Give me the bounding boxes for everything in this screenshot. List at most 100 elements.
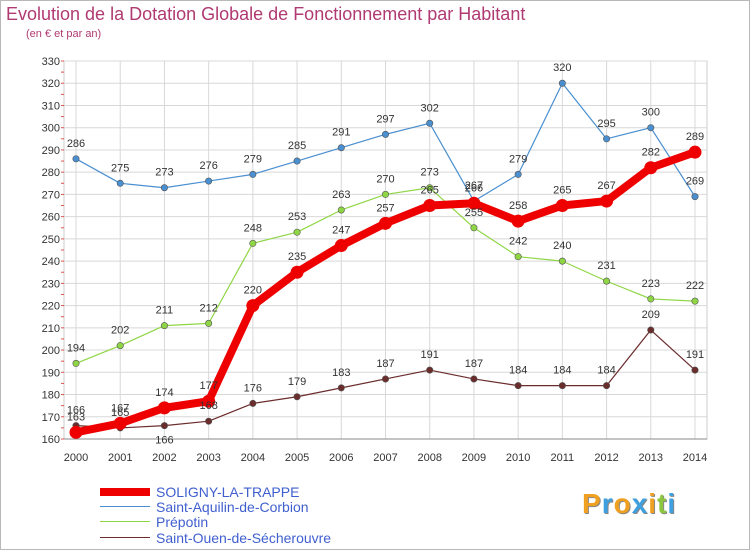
data-point-prepotin (381, 190, 389, 198)
data-label-soligny: 266 (465, 182, 483, 194)
data-point-corbion (205, 177, 213, 185)
logo-letter: i (667, 488, 677, 519)
data-point-prepotin (160, 322, 168, 330)
data-label-soligny: 167 (111, 402, 129, 414)
y-tick-label: 320 (42, 78, 60, 90)
data-label-sechero: 184 (597, 365, 615, 377)
data-point-corbion (381, 130, 389, 138)
data-label-prepotin: 263 (332, 189, 350, 201)
data-point-prepotin (337, 206, 345, 214)
data-point-soligny (511, 214, 525, 228)
data-label-soligny: 174 (155, 387, 173, 399)
y-tick-label: 220 (42, 301, 60, 313)
x-tick-label: 2011 (551, 452, 575, 464)
data-point-sechero (470, 375, 478, 383)
data-point-sechero (647, 326, 655, 334)
data-point-sechero (691, 366, 699, 374)
y-tick-label: 290 (42, 145, 60, 157)
data-label-sechero: 166 (67, 405, 85, 417)
data-point-prepotin (514, 253, 522, 261)
data-point-sechero (381, 375, 389, 383)
data-label-sechero: 191 (686, 349, 704, 361)
x-tick-label: 2002 (152, 452, 176, 464)
legend-label-prepotin: Prépotin (156, 514, 209, 530)
data-label-prepotin: 253 (288, 211, 306, 223)
y-tick-label: 250 (42, 234, 60, 246)
data-label-soligny: 235 (288, 251, 306, 263)
x-tick-label: 2012 (594, 452, 618, 464)
logo-letter: i (648, 488, 658, 519)
data-label-prepotin: 202 (111, 325, 129, 337)
data-label-sechero: 209 (642, 309, 660, 321)
data-label-sechero: 187 (376, 358, 394, 370)
y-tick-label: 170 (42, 412, 60, 424)
x-tick-label: 2006 (329, 452, 353, 464)
x-tick-label: 2004 (241, 452, 265, 464)
data-label-corbion: 279 (244, 153, 262, 165)
axis-layer: 160 170 180 190 200 210 220 230 240 250 260 270 280 2… (42, 56, 708, 464)
data-label-sechero: 165 (111, 407, 129, 419)
proxiti-logo: Proxiti (582, 488, 676, 520)
data-point-soligny (688, 145, 702, 159)
y-tick-label: 190 (42, 367, 60, 379)
data-point-sechero (249, 399, 257, 407)
legend-swatch-sechero (100, 537, 150, 538)
legend-label-sechero: Saint-Ouen-de-Sécherouvre (156, 530, 332, 546)
data-point-prepotin (691, 297, 699, 305)
data-point-soligny (157, 401, 171, 415)
data-label-corbion: 267 (465, 180, 483, 192)
series-layer (69, 79, 702, 439)
legend-item-prepotin: Prépotin (100, 514, 420, 530)
data-point-soligny (555, 199, 569, 213)
data-label-prepotin: 212 (199, 302, 217, 314)
data-label-sechero: 187 (465, 358, 483, 370)
data-point-corbion (116, 179, 124, 187)
data-label-prepotin: 242 (509, 236, 527, 248)
data-label-layer: 163 167 174 177 220 235 247 257 265 266 258 265 267 2… (67, 62, 704, 446)
y-tick-label: 310 (42, 100, 60, 112)
x-tick-label: 2014 (683, 452, 707, 464)
data-point-prepotin (293, 228, 301, 236)
data-label-corbion: 269 (686, 176, 704, 188)
y-tick-label: 330 (42, 56, 60, 68)
data-label-corbion: 300 (642, 107, 660, 119)
data-point-sechero (160, 422, 168, 430)
data-label-sechero: 183 (332, 367, 350, 379)
legend-swatch-soligny (100, 488, 150, 496)
data-point-prepotin (72, 359, 80, 367)
data-point-prepotin (647, 295, 655, 303)
data-label-corbion: 275 (111, 162, 129, 174)
data-point-soligny (246, 299, 260, 313)
legend-item-sechero: Saint-Ouen-de-Sécherouvre (100, 530, 420, 546)
data-point-corbion (72, 155, 80, 163)
data-point-corbion (647, 124, 655, 132)
data-point-corbion (603, 135, 611, 143)
legend-swatch-prepotin (100, 521, 150, 522)
data-label-sechero: 184 (509, 365, 527, 377)
data-point-sechero (603, 382, 611, 390)
data-label-soligny: 163 (67, 411, 85, 423)
legend-swatch-corbion (100, 506, 150, 507)
data-label-corbion: 297 (376, 113, 394, 125)
data-label-soligny: 247 (332, 225, 350, 237)
y-tick-label: 300 (42, 123, 60, 135)
data-point-corbion (249, 170, 257, 178)
data-label-corbion: 295 (597, 118, 615, 130)
y-tick-label: 260 (42, 212, 60, 224)
y-tick-label: 160 (42, 434, 60, 446)
logo-letter: x (631, 488, 649, 519)
data-label-soligny: 282 (642, 147, 660, 159)
data-label-corbion: 286 (67, 138, 85, 150)
data-point-corbion (514, 170, 522, 178)
data-label-soligny: 265 (421, 185, 439, 197)
logo-letter: o (613, 488, 632, 519)
data-point-sechero (337, 384, 345, 392)
data-point-prepotin (558, 257, 566, 265)
data-point-prepotin (426, 184, 434, 192)
data-label-prepotin: 211 (156, 305, 174, 317)
legend-label-soligny: SOLIGNY-LA-TRAPPE (156, 484, 300, 500)
chart-subtitle: (en € et par an) (26, 28, 102, 40)
logo-letter: P (582, 488, 602, 519)
data-point-soligny (202, 394, 216, 408)
data-point-soligny (334, 239, 348, 253)
